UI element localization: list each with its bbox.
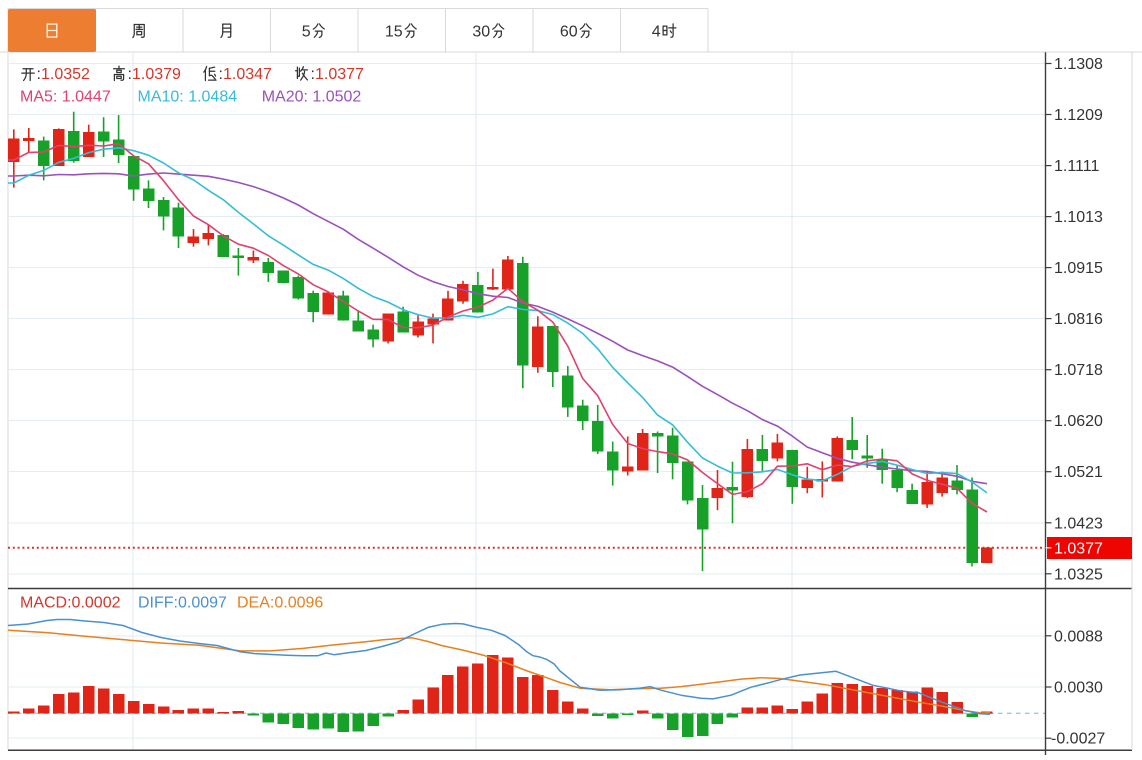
svg-text:15: 15 xyxy=(385,23,403,40)
svg-text:60: 60 xyxy=(560,23,578,40)
svg-text:MACD:0.0002: MACD:0.0002 xyxy=(20,595,121,612)
svg-text:1.1308: 1.1308 xyxy=(1054,56,1103,73)
svg-text:1.0347: 1.0347 xyxy=(223,66,272,83)
svg-text:0.0030: 0.0030 xyxy=(1054,680,1103,697)
svg-text::: : xyxy=(128,66,132,83)
svg-text:1.1013: 1.1013 xyxy=(1054,209,1103,226)
svg-text:1.1209: 1.1209 xyxy=(1054,107,1103,124)
svg-text:1.0377: 1.0377 xyxy=(1054,541,1103,558)
svg-text::: : xyxy=(311,66,315,83)
svg-text:1.0915: 1.0915 xyxy=(1054,260,1103,277)
svg-text:MA5: 1.0447: MA5: 1.0447 xyxy=(20,89,111,106)
svg-text:-0.0027: -0.0027 xyxy=(1051,731,1105,748)
svg-text:1.0377: 1.0377 xyxy=(315,66,364,83)
svg-text:MA20: 1.0502: MA20: 1.0502 xyxy=(262,89,362,106)
svg-text:0.0088: 0.0088 xyxy=(1054,628,1103,645)
svg-text:1.0379: 1.0379 xyxy=(132,66,181,83)
svg-text:1.1111: 1.1111 xyxy=(1054,158,1099,175)
svg-text:1.0325: 1.0325 xyxy=(1054,566,1103,583)
svg-text:4: 4 xyxy=(652,23,661,40)
svg-text:1.0423: 1.0423 xyxy=(1054,515,1103,532)
svg-text:1.0521: 1.0521 xyxy=(1054,464,1103,481)
svg-text:DIFF:0.0097: DIFF:0.0097 xyxy=(138,595,227,612)
svg-text:MA10: 1.0484: MA10: 1.0484 xyxy=(138,89,238,106)
svg-text::: : xyxy=(219,66,223,83)
svg-text:DEA:0.0096: DEA:0.0096 xyxy=(237,595,323,612)
svg-text:1.0816: 1.0816 xyxy=(1054,311,1103,328)
svg-text:1.0620: 1.0620 xyxy=(1054,413,1103,430)
svg-text:5: 5 xyxy=(302,23,311,40)
svg-text::: : xyxy=(37,66,41,83)
svg-text:30: 30 xyxy=(472,23,490,40)
svg-text:1.0352: 1.0352 xyxy=(41,66,90,83)
svg-text:1.0718: 1.0718 xyxy=(1054,362,1103,379)
